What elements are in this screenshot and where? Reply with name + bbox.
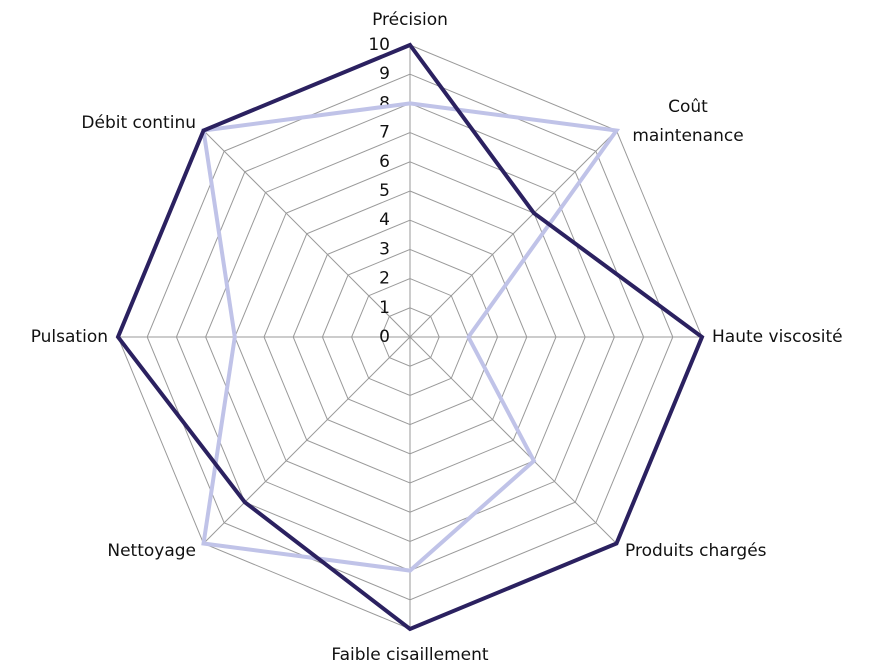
series-line <box>115 42 705 632</box>
r-tick-label: 9 <box>379 64 390 84</box>
r-tick-label: 10 <box>368 35 390 55</box>
r-tick-label: 4 <box>379 210 390 230</box>
spoke <box>203 336 411 544</box>
r-tick-label: 6 <box>379 152 390 172</box>
spoke <box>203 130 411 338</box>
r-tick-label: 3 <box>379 239 390 259</box>
r-tick-label: 0 <box>379 327 390 347</box>
category-label: Haute viscosité <box>712 327 843 347</box>
category-label: Coût maintenance <box>632 97 743 146</box>
category-label: Précision <box>372 10 448 30</box>
r-tick-label: 5 <box>379 181 390 201</box>
category-label: Pulsation <box>31 327 108 347</box>
category-label: Produits chargés <box>625 541 767 561</box>
r-tick-label: 8 <box>379 93 390 113</box>
r-tick-label: 7 <box>379 123 390 143</box>
r-tick-label: 2 <box>379 269 390 289</box>
spoke <box>409 336 617 544</box>
spoke <box>409 130 617 338</box>
series-line <box>201 101 621 573</box>
category-label: Nettoyage <box>107 541 196 561</box>
category-label: Faible cisaillement <box>331 645 489 665</box>
category-label: Débit continu <box>81 113 196 133</box>
r-tick-label: 1 <box>379 298 390 318</box>
